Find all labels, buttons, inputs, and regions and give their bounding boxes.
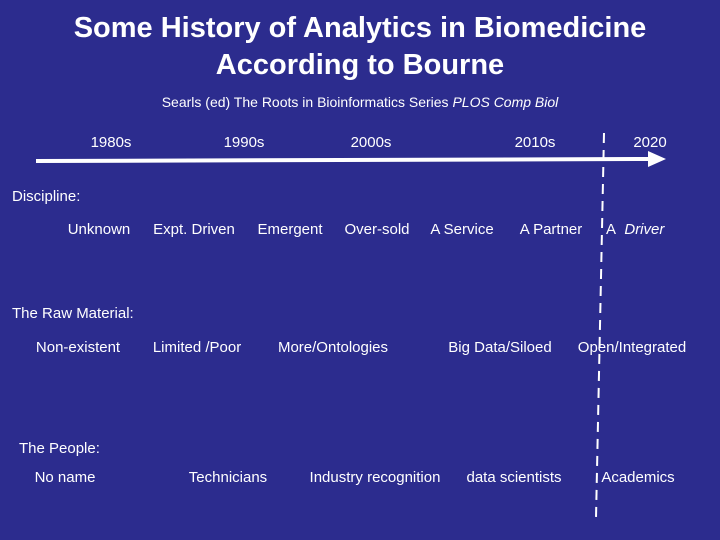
raw-material-item: More/Ontologies — [277, 339, 389, 356]
discipline-item: Unknown — [67, 221, 131, 238]
people-item: No name — [34, 469, 96, 486]
discipline-item: Over-sold — [344, 221, 410, 238]
raw-material-item: Open/Integrated — [577, 339, 687, 356]
slide-title: Some History of Analytics in Biomedicine… — [0, 10, 720, 84]
discipline-item: A Partner — [519, 221, 583, 238]
timeline-label-1990s: 1990s — [223, 134, 265, 151]
raw-material-item: Non-existent — [35, 339, 121, 356]
subtitle-text: Searls (ed) The Roots in Bioinformatics … — [161, 94, 453, 110]
title-line-2: According to Bourne — [215, 49, 505, 81]
people-item: data scientists — [466, 469, 562, 486]
discipline-driver-prefix: A — [606, 221, 617, 238]
present-divider-dashed-line — [595, 132, 605, 519]
raw-material-heading: The Raw Material: — [12, 305, 134, 322]
people-item: Technicians — [188, 469, 268, 486]
timeline-arrow-shaft — [35, 157, 653, 163]
raw-material-item: Limited /Poor — [152, 339, 242, 356]
raw-material-item: Big Data/Siloed — [448, 339, 552, 356]
timeline-arrowhead — [648, 151, 666, 167]
discipline-item: A Service — [430, 221, 494, 238]
discipline-item: Expt. Driven — [153, 221, 235, 238]
timeline-label-2000s: 2000s — [350, 134, 392, 151]
discipline-driver-word: Driver — [624, 221, 665, 238]
timeline-label-2010s: 2010s — [514, 134, 556, 151]
subtitle: Searls (ed) The Roots in Bioinformatics … — [0, 94, 720, 110]
timeline-arrow — [35, 151, 666, 167]
timeline-label-1980s: 1980s — [90, 134, 132, 151]
discipline-item-driver: A Driver — [606, 221, 664, 239]
people-item: Industry recognition — [309, 469, 441, 486]
timeline-label-2020: 2020 — [633, 134, 667, 151]
people-heading: The People: — [19, 440, 100, 457]
subtitle-journal: PLOS Comp Biol — [452, 94, 559, 110]
discipline-heading: Discipline: — [12, 188, 81, 205]
title-line-1: Some History of Analytics in Biomedicine — [73, 12, 647, 44]
people-item: Academics — [601, 469, 675, 486]
discipline-item: Emergent — [257, 221, 323, 238]
